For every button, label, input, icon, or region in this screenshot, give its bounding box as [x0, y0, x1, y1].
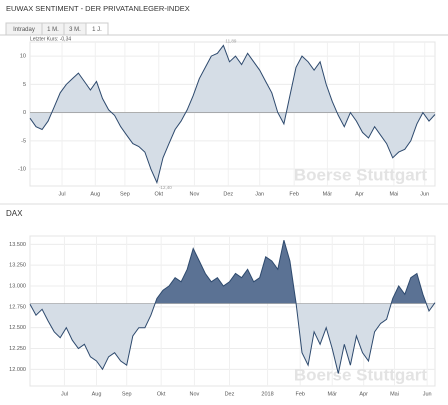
x-tick-label: Apr	[359, 391, 368, 397]
last-price: Letzter Kurs: -0,34	[30, 36, 71, 42]
x-tick-label: Okt	[157, 391, 166, 397]
tab-label[interactable]: Intraday	[13, 27, 35, 33]
y-tick-label: 12.250	[9, 346, 26, 352]
y-tick-label: 13.500	[9, 242, 26, 248]
tab-label[interactable]: 1 M.	[47, 27, 59, 33]
x-tick-label: Sep	[122, 391, 132, 397]
x-tick-label: Dez	[225, 391, 235, 397]
watermark: Boerse Stuttgart	[294, 165, 428, 184]
x-tick-label: Dez	[223, 191, 233, 197]
watermark: Boerse Stuttgart	[294, 365, 428, 384]
x-tick-label: Feb	[289, 191, 298, 197]
y-tick-label: -10	[18, 167, 26, 173]
y-tick-label: 12.000	[9, 367, 26, 373]
y-tick-label: 13.000	[9, 283, 26, 289]
x-tick-label: Feb	[295, 391, 304, 397]
tab-label[interactable]: 1 J.	[92, 27, 102, 33]
y-tick-label: 13.250	[9, 263, 26, 269]
x-tick-label: Aug	[92, 391, 102, 397]
page-title: EUWAX SENTIMENT - DER PRIVATANLEGER-INDE…	[6, 4, 190, 13]
x-tick-label: Jun	[420, 191, 429, 197]
tab[interactable]	[85, 22, 109, 36]
chart-title: DAX	[6, 209, 23, 218]
tab-label[interactable]: 3 M.	[69, 27, 81, 33]
y-tick-label: 0	[23, 110, 26, 116]
x-tick-label: Sep	[120, 191, 130, 197]
x-tick-label: Apr	[355, 191, 364, 197]
annotation: -12,40	[159, 185, 172, 190]
area-fill-below	[30, 303, 435, 374]
tabs: Intraday 1 M. 3 M. 1 J.	[5, 22, 109, 36]
area-fill-above	[30, 240, 435, 304]
x-tick-label: Mär	[323, 191, 333, 197]
x-tick-label: Nov	[190, 391, 200, 397]
y-tick-label: 12.750	[9, 304, 26, 310]
y-tick-label: 12.500	[9, 325, 26, 331]
x-tick-label: Mai	[389, 191, 398, 197]
x-tick-label: Jul	[61, 391, 68, 397]
area-fill-below	[30, 112, 435, 183]
annotation: 11,89	[225, 39, 236, 44]
x-tick-label: Jan	[255, 191, 264, 197]
x-tick-label: 2018	[261, 391, 273, 397]
plot-frame	[29, 235, 436, 387]
x-tick-label: Jun	[423, 391, 432, 397]
x-tick-label: Okt	[154, 191, 163, 197]
line	[29, 44, 436, 185]
y-tick-label: 10	[20, 54, 26, 60]
x-tick-label: Mär	[327, 391, 337, 397]
x-tick-label: Aug	[90, 191, 100, 197]
x-tick-label: Nov	[190, 191, 200, 197]
y-tick-label: -5	[21, 138, 26, 144]
x-tick-label: Mai	[390, 391, 399, 397]
x-tick-label: Jul	[59, 191, 66, 197]
line	[29, 240, 436, 374]
area-fill-above	[30, 45, 435, 113]
y-tick-label: 5	[23, 82, 26, 88]
